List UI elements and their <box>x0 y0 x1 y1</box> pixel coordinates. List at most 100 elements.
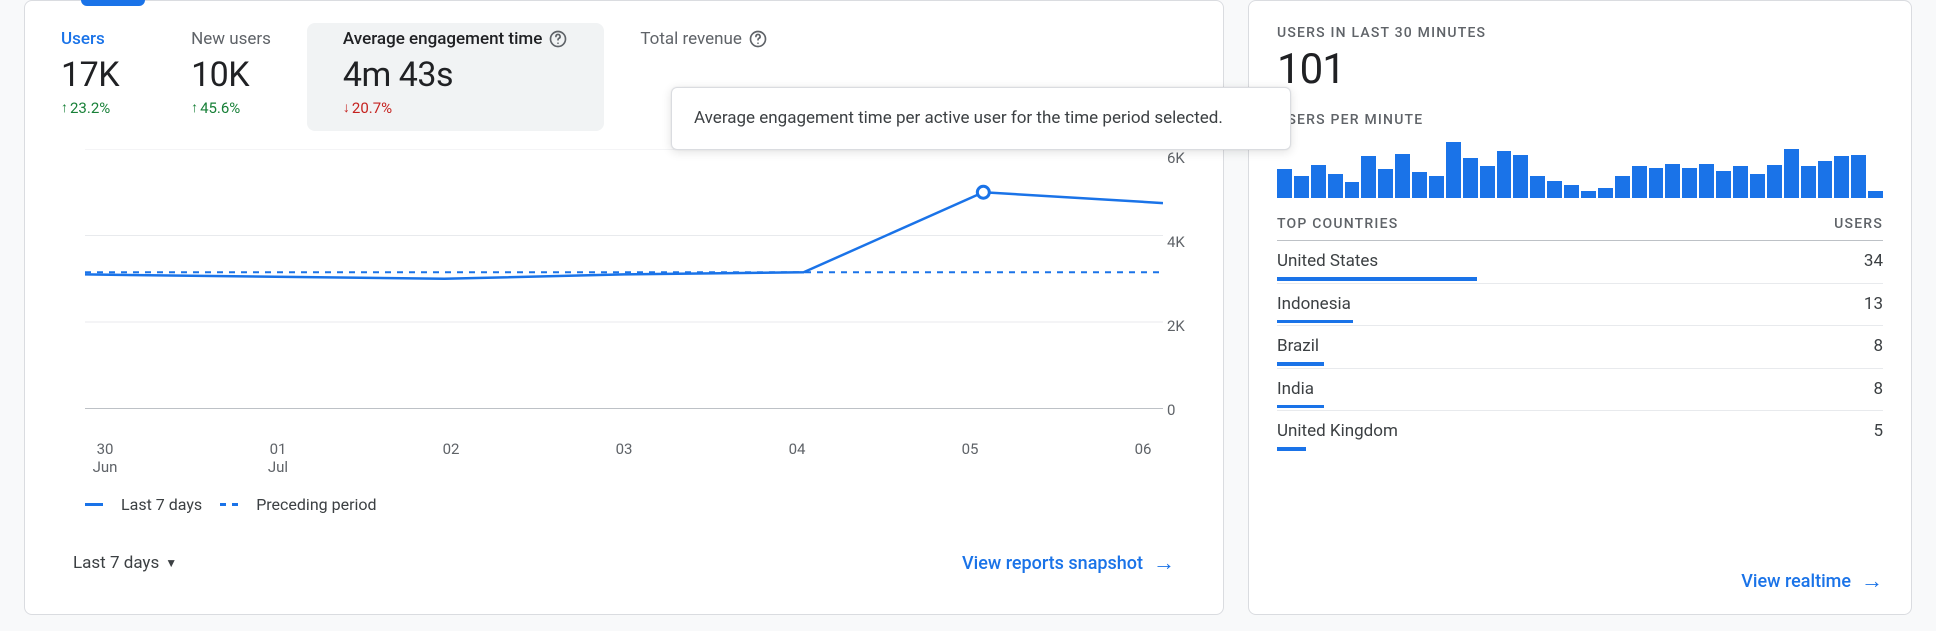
line-chart-svg <box>85 149 1163 409</box>
minute-bar <box>1345 182 1360 198</box>
top-countries-list: United States 34 Indonesia 13 Brazil 8 India 8 U… <box>1277 240 1883 453</box>
metric-label: Average engagement time <box>343 29 542 49</box>
country-users: 34 <box>1864 251 1883 271</box>
minute-bar <box>1868 191 1883 198</box>
minute-bar <box>1547 181 1562 198</box>
minute-bar <box>1564 185 1579 198</box>
metric-avg-engagement[interactable]: Average engagement time 4m 43s ↓20.7% <box>307 23 604 131</box>
overview-card: Users 17K ↑23.2% New users 10K ↑45.6% Av… <box>24 0 1224 615</box>
view-reports-snapshot-link[interactable]: View reports snapshot → <box>962 550 1175 576</box>
engagement-chart: 6K4K2K0 30 Jun01 Jul0203040506 <box>85 149 1163 439</box>
country-name: Indonesia <box>1277 294 1351 314</box>
users-per-minute-bars <box>1277 142 1883 198</box>
country-name: United States <box>1277 251 1378 271</box>
country-users: 13 <box>1864 294 1883 314</box>
metric-new-users[interactable]: New users 10K ↑45.6% <box>155 23 307 131</box>
arrow-right-icon: → <box>1861 568 1883 594</box>
country-name: India <box>1277 379 1314 399</box>
minute-bar <box>1632 166 1647 198</box>
minute-bar <box>1801 166 1816 198</box>
country-row: United States 34 <box>1277 240 1883 283</box>
country-name: United Kingdom <box>1277 421 1398 441</box>
minute-bar <box>1395 154 1410 199</box>
minute-bar <box>1649 168 1664 198</box>
caret-down-icon: ▼ <box>165 556 177 570</box>
minute-bar <box>1851 155 1866 198</box>
realtime-heading: USERS IN LAST 30 MINUTES <box>1277 25 1883 41</box>
country-users: 8 <box>1873 336 1883 356</box>
country-users: 8 <box>1873 379 1883 399</box>
metric-label: Total revenue <box>640 29 742 49</box>
metric-delta: ↓20.7% <box>343 99 568 117</box>
minute-bar <box>1615 176 1630 198</box>
minute-bar <box>1480 166 1495 198</box>
minute-bar <box>1581 191 1596 198</box>
minute-bar <box>1328 174 1343 198</box>
help-icon[interactable] <box>548 29 568 49</box>
date-range-label: Last 7 days <box>73 553 159 573</box>
arrow-down-icon: ↓ <box>343 101 350 115</box>
realtime-card: USERS IN LAST 30 MINUTES 101 USERS PER M… <box>1248 0 1912 615</box>
country-bar <box>1277 277 1477 281</box>
y-axis-labels: 6K4K2K0 <box>1167 149 1207 419</box>
arrow-right-icon: → <box>1153 550 1175 576</box>
minute-bar <box>1598 188 1613 198</box>
minute-bar <box>1446 142 1461 198</box>
minute-bar <box>1682 168 1697 198</box>
minute-bar <box>1767 165 1782 198</box>
minute-bar <box>1699 164 1714 198</box>
active-tab-indicator <box>81 0 145 6</box>
legend-swatch-solid <box>85 503 103 506</box>
minute-bar <box>1513 155 1528 198</box>
country-users: 5 <box>1873 421 1883 441</box>
minute-bar <box>1733 166 1748 198</box>
metric-value: 17K <box>61 55 119 95</box>
minute-bar <box>1277 169 1292 198</box>
country-bar <box>1277 362 1324 366</box>
metric-tooltip: Average engagement time per active user … <box>671 87 1291 150</box>
minute-bar <box>1429 176 1444 198</box>
country-row: Indonesia 13 <box>1277 283 1883 326</box>
arrow-up-icon: ↑ <box>61 101 68 115</box>
minute-bar <box>1311 165 1326 198</box>
minute-bar <box>1294 176 1309 198</box>
country-bar <box>1277 447 1306 451</box>
arrow-up-icon: ↑ <box>191 101 198 115</box>
legend-label-solid: Last 7 days <box>121 495 202 514</box>
realtime-value: 101 <box>1277 45 1883 94</box>
legend-label-dashed: Preceding period <box>256 495 376 514</box>
metric-users[interactable]: Users 17K ↑23.2% <box>25 23 155 131</box>
country-bar <box>1277 405 1324 409</box>
view-realtime-link[interactable]: View realtime → <box>1741 568 1883 594</box>
date-range-picker[interactable]: Last 7 days ▼ <box>73 553 177 573</box>
minute-bar <box>1834 156 1849 198</box>
users-per-minute-heading: USERS PER MINUTE <box>1277 112 1883 128</box>
country-name: Brazil <box>1277 336 1319 356</box>
minute-bar <box>1665 164 1680 198</box>
minute-bar <box>1497 151 1512 198</box>
minute-bar <box>1716 171 1731 198</box>
minute-bar <box>1818 161 1833 198</box>
metric-value: 10K <box>191 55 271 95</box>
minute-bar <box>1750 174 1765 198</box>
country-bar <box>1277 320 1353 324</box>
legend-swatch-dashed <box>220 503 238 506</box>
help-icon[interactable] <box>748 29 768 49</box>
minute-bar <box>1361 156 1376 198</box>
top-countries-header: TOP COUNTRIES USERS <box>1277 216 1883 232</box>
metric-value: 4m 43s <box>343 55 568 95</box>
x-axis-labels: 30 Jun01 Jul0203040506 <box>85 440 1163 478</box>
country-row: India 8 <box>1277 368 1883 411</box>
chart-legend: Last 7 days Preceding period <box>85 495 1223 514</box>
minute-bar <box>1784 149 1799 198</box>
metric-delta: ↑23.2% <box>61 99 119 117</box>
metric-label: New users <box>191 29 271 49</box>
country-row: Brazil 8 <box>1277 325 1883 368</box>
minute-bar <box>1530 176 1545 198</box>
top-countries-label: TOP COUNTRIES <box>1277 216 1398 232</box>
minute-bar <box>1412 172 1427 198</box>
metric-label: Users <box>61 29 105 49</box>
metric-delta: ↑45.6% <box>191 99 271 117</box>
minute-bar <box>1463 158 1478 198</box>
top-countries-users-label: USERS <box>1834 216 1883 232</box>
